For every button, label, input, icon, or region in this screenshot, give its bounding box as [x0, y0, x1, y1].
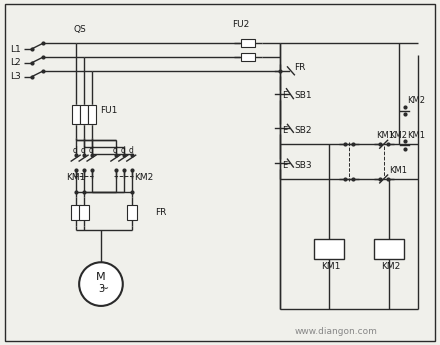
Text: d: d	[81, 146, 85, 155]
Text: d: d	[73, 146, 77, 155]
Text: d: d	[88, 146, 93, 155]
Text: FU2: FU2	[232, 20, 249, 29]
Bar	[374, 239, 403, 259]
Bar	[79, 205, 89, 220]
Text: d: d	[121, 146, 125, 155]
Text: L2: L2	[10, 58, 20, 67]
Bar	[71, 205, 81, 220]
Text: E: E	[282, 91, 288, 100]
Text: FU1: FU1	[100, 106, 117, 115]
Text: KM1: KM1	[321, 262, 341, 271]
Bar	[88, 105, 96, 124]
Text: M: M	[96, 272, 106, 282]
Bar	[314, 239, 344, 259]
Text: d: d	[128, 146, 133, 155]
Text: KM2: KM2	[407, 96, 425, 105]
Text: FR: FR	[294, 63, 306, 72]
Text: 3: 3	[98, 284, 104, 294]
Text: KM2: KM2	[381, 262, 400, 271]
Text: KM1: KM1	[376, 131, 394, 140]
Text: KM2: KM2	[389, 131, 407, 140]
Bar	[241, 53, 255, 61]
Text: SB3: SB3	[294, 160, 312, 169]
Bar	[127, 205, 137, 220]
Bar	[72, 105, 80, 124]
Text: KM1: KM1	[407, 131, 425, 140]
Text: L3: L3	[10, 72, 20, 81]
Text: E: E	[282, 126, 288, 135]
Text: SB2: SB2	[294, 126, 312, 135]
Bar	[80, 105, 88, 124]
Text: QS: QS	[73, 24, 86, 34]
Text: KM1: KM1	[66, 174, 86, 183]
Text: FR: FR	[155, 208, 167, 217]
Text: L1: L1	[10, 45, 20, 53]
Text: E: E	[282, 160, 288, 169]
Text: KM2: KM2	[134, 174, 153, 183]
Text: ~: ~	[100, 284, 110, 294]
Text: d: d	[112, 146, 117, 155]
Bar	[241, 39, 255, 47]
Circle shape	[79, 262, 123, 306]
Text: KM1: KM1	[389, 166, 407, 175]
Text: www.diangon.com: www.diangon.com	[294, 327, 377, 336]
Text: SB1: SB1	[294, 91, 312, 100]
